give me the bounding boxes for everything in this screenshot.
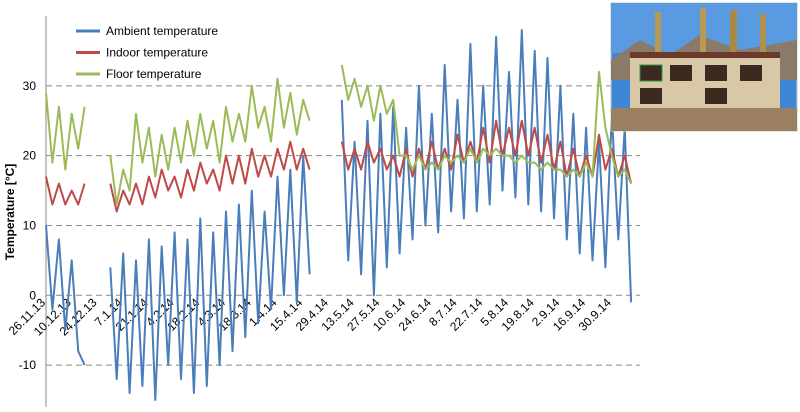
y-tick-label: 20 [23, 149, 37, 163]
y-tick-label: -10 [19, 358, 37, 372]
y-tick-label: 30 [23, 79, 37, 93]
series-line [45, 64, 633, 206]
y-axis-label: Temperature [°C] [3, 164, 17, 261]
legend-label: Ambient temperature [106, 24, 218, 38]
photo [610, 2, 798, 132]
y-tick-label: 10 [23, 218, 37, 232]
series-line [45, 119, 633, 213]
y-tick-label: 0 [29, 288, 36, 302]
legend-label: Floor temperature [106, 67, 202, 81]
legend-label: Indoor temperature [106, 46, 208, 60]
